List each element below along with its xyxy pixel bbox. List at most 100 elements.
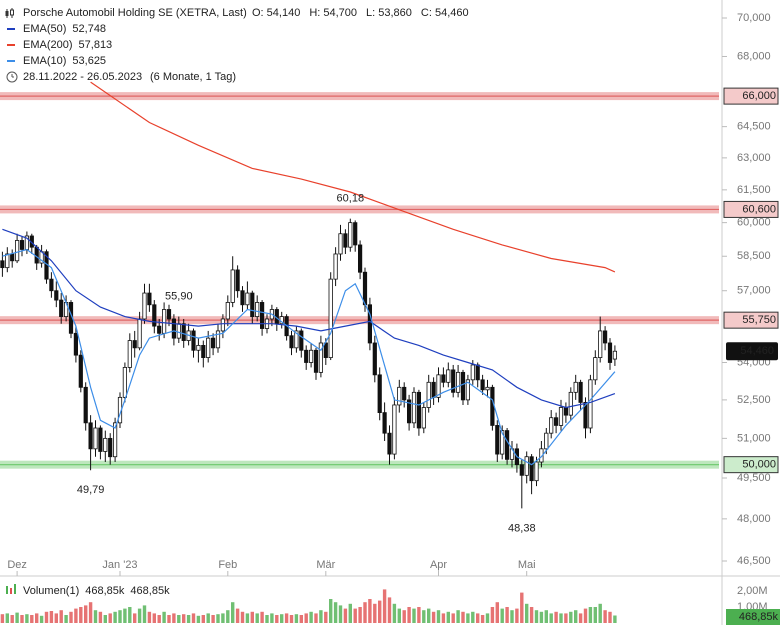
volume-bar (162, 611, 166, 623)
volume-bar (133, 613, 137, 623)
volume-bar (54, 613, 58, 623)
volume-bar (578, 613, 583, 623)
volume-tick-label: 2,00M (737, 585, 768, 597)
ema-line (2, 228, 616, 409)
volume-bar (231, 602, 235, 623)
candle-body (549, 417, 554, 434)
candle-body (142, 292, 147, 320)
candle-body (573, 381, 578, 393)
candle-body (568, 391, 573, 416)
volume-bar (206, 613, 210, 623)
volume-bar (265, 615, 269, 623)
volume-value: 468,85k (85, 585, 125, 597)
candle-body (470, 364, 475, 381)
candle-body (191, 330, 196, 351)
volume-bar (59, 610, 63, 623)
candle-body (455, 371, 461, 393)
volume-bar (294, 614, 299, 623)
volume-bar (500, 608, 504, 623)
last-price-label: 54,460 (740, 345, 774, 357)
volume-bar (280, 614, 284, 623)
candle-body (357, 244, 363, 273)
volume-last-label: 468,85k (739, 611, 779, 623)
period-note: (6 Monate, 1 Tag) (150, 71, 236, 83)
level-label: 60,600 (742, 203, 776, 215)
y-tick-label: 60,000 (737, 217, 771, 229)
candle-body (598, 330, 603, 358)
ohlc-label: H: 54,700 (309, 7, 357, 19)
candle-body (441, 374, 446, 383)
volume-bar (431, 611, 436, 623)
volume-bar (167, 615, 171, 623)
level-box (723, 456, 779, 474)
volume-bar (353, 608, 357, 623)
legend-label: EMA(50) (23, 23, 66, 35)
volume-icon (6, 586, 8, 594)
candle-body (392, 404, 397, 455)
ohlc-label: C: 54,460 (421, 7, 469, 19)
volume-bar (123, 608, 127, 623)
volume-bar (103, 615, 107, 623)
candle-body (465, 379, 471, 401)
candle-body (588, 379, 593, 429)
candle-body (485, 386, 490, 391)
volume-bar (446, 611, 450, 623)
y-tick-label: 52,500 (737, 394, 771, 406)
volume-bar (417, 607, 421, 623)
legend-label: EMA(10) (23, 55, 66, 67)
volume-bar (211, 615, 215, 623)
candle-body (475, 364, 480, 381)
volume-bar (495, 602, 499, 623)
volume-bar (382, 589, 387, 623)
candle-body (54, 290, 59, 301)
candle-body (108, 437, 113, 458)
candle-body (387, 432, 392, 455)
candle-body (83, 386, 88, 424)
volume-bar (191, 613, 196, 623)
volume-bar (216, 614, 220, 623)
volume-bar (113, 611, 117, 623)
volume-bar (525, 603, 529, 623)
volume-bar (427, 608, 431, 623)
x-tick-label: Dez (7, 559, 27, 571)
volume-bar (35, 613, 39, 623)
candle-body (10, 253, 15, 262)
volume-bar (260, 611, 264, 623)
level-box (723, 200, 779, 218)
legend-value: 52,748 (72, 23, 106, 35)
y-tick-label: 48,000 (737, 513, 771, 525)
volume-bar (598, 603, 602, 623)
volume-bar (108, 613, 112, 623)
level-label: 50,000 (742, 459, 776, 471)
level-box (723, 311, 779, 329)
volume-bar (407, 607, 411, 623)
volume-bar (373, 603, 377, 623)
level-label: 55,750 (742, 314, 776, 326)
candle-body (259, 302, 265, 329)
volume-bar (98, 611, 103, 623)
candle-body (73, 332, 78, 356)
volume-bar (583, 608, 588, 623)
candle-body (348, 222, 353, 248)
volume-bar (363, 602, 367, 623)
volume-bar (289, 615, 294, 623)
volume-bar (250, 611, 254, 623)
y-tick-label: 63,000 (737, 152, 771, 164)
level-box (723, 87, 779, 105)
volume-bar (245, 613, 250, 623)
candle-body (382, 412, 387, 434)
level-label: 66,000 (742, 90, 776, 102)
clock-icon (6, 71, 18, 83)
volume-bar (172, 613, 176, 623)
extreme-label: 60,18 (337, 193, 365, 205)
candle-body (103, 437, 108, 452)
volume-bar (329, 599, 333, 623)
x-tick-label: Feb (218, 559, 237, 571)
y-tick-label: 70,000 (737, 12, 771, 24)
candle-body (431, 381, 436, 398)
ema-line (90, 81, 616, 273)
chart-title: Porsche Automobil Holding SE (XETRA, Las… (23, 7, 247, 19)
volume-bar (603, 610, 607, 623)
ohlc-label: O: 54,140 (252, 7, 300, 19)
